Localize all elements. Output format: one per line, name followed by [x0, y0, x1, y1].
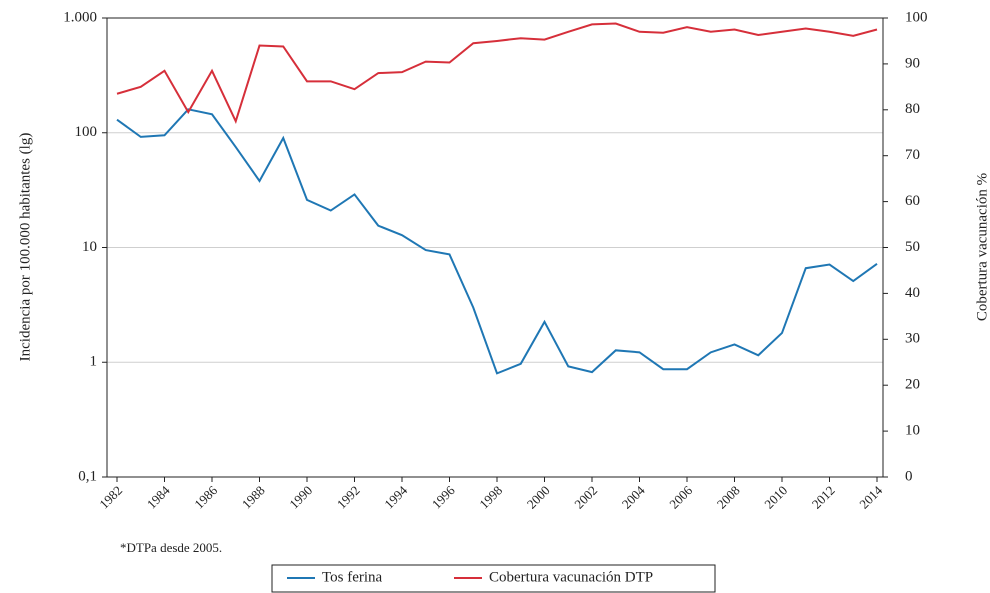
- y-tick-label: 100: [75, 124, 98, 140]
- x-tick-label: 2002: [571, 483, 600, 512]
- x-tick-label: 2014: [856, 482, 885, 511]
- y2-tick-label: 30: [905, 331, 920, 347]
- plot-frame: [106, 17, 884, 478]
- y-axis-label: Incidencia por 100.000 habitantes (lg): [17, 133, 33, 362]
- legend-label: Tos ferina: [322, 569, 383, 585]
- x-tick-label: 2010: [761, 483, 790, 512]
- y2-tick-label: 20: [905, 377, 920, 393]
- y2-tick-label: 60: [905, 193, 920, 209]
- x-tick-label: 1996: [429, 482, 458, 511]
- x-tick-label: 2006: [666, 482, 695, 511]
- x-tick-label: 2004: [619, 482, 648, 511]
- y2-tick-label: 10: [905, 423, 920, 439]
- y2-tick-label: 80: [905, 101, 920, 117]
- x-tick-label: 1986: [191, 482, 220, 511]
- y-tick-label: 1: [90, 354, 98, 370]
- x-tick-label: 2008: [714, 483, 743, 512]
- y2-tick-label: 100: [905, 9, 928, 25]
- x-tick-label: 2012: [809, 483, 838, 512]
- y2-tick-label: 50: [905, 239, 920, 255]
- footnote: *DTPa desde 2005.: [120, 540, 222, 555]
- data-line: [116, 108, 878, 375]
- y2-tick-label: 40: [905, 285, 920, 301]
- x-tick-label: 1998: [476, 483, 505, 512]
- y2-axis-label: Cobertura vacunación %: [974, 173, 990, 321]
- y-tick-label: 10: [82, 239, 97, 255]
- x-tick-label: 1988: [239, 483, 268, 512]
- x-tick-label: 1982: [96, 483, 125, 512]
- x-tick-label: 2000: [524, 483, 553, 512]
- y-tick-label: 1.000: [63, 9, 97, 25]
- data-line: [116, 22, 878, 125]
- x-tick-label: 1990: [286, 483, 315, 512]
- x-tick-label: 1984: [144, 482, 173, 511]
- y2-tick-label: 90: [905, 55, 920, 71]
- y-tick-label: 0,1: [78, 468, 97, 484]
- legend-label: Cobertura vacunación DTP: [489, 569, 653, 585]
- legend-box: [271, 564, 716, 593]
- y2-tick-label: 70: [905, 147, 920, 163]
- y2-tick-label: 0: [905, 468, 913, 484]
- x-tick-label: 1992: [334, 483, 363, 512]
- x-tick-label: 1994: [381, 482, 410, 511]
